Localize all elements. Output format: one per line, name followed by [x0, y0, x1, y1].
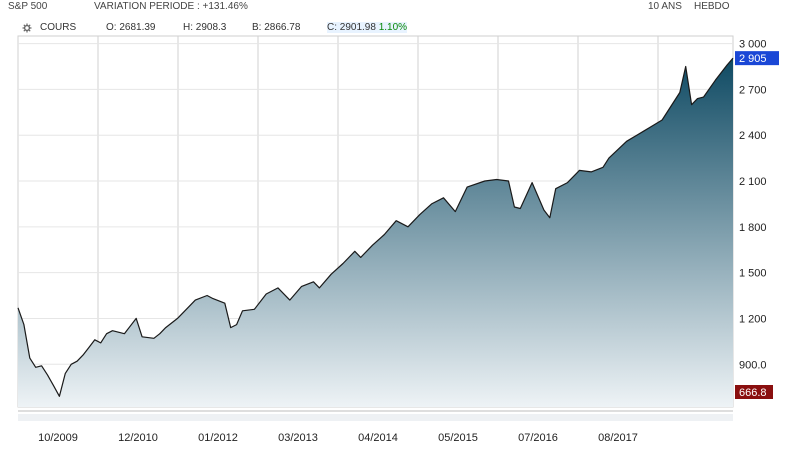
legend-close-value: C: 2901.98 — [327, 22, 376, 33]
last-price-badge — [735, 51, 779, 66]
y-tick-label: 2 100 — [739, 176, 767, 188]
price-line — [17, 57, 734, 397]
legend-open: O: 2681.39 — [106, 22, 156, 33]
x-tick-label: 03/2013 — [278, 432, 318, 444]
low-price-label: 666.8 — [739, 387, 767, 399]
legend-series-label: COURS — [40, 22, 77, 33]
variation-label: VARIATION PERIODE : +131.46% — [94, 1, 248, 12]
timeline-scroller — [18, 414, 733, 421]
legend-close: C: 2901.98 1.10% — [327, 22, 408, 33]
x-tick-label: 10/2009 — [38, 432, 78, 444]
legend-low: B: 2866.78 — [252, 22, 301, 33]
x-tick-label: 01/2012 — [198, 432, 238, 444]
gear-icon[interactable] — [22, 23, 32, 33]
header-bar: S&P 500 VARIATION PERIODE : +131.46% 10 … — [0, 0, 800, 14]
price-area — [18, 58, 733, 407]
legend-high: H: 2908.3 — [183, 22, 227, 33]
y-tick-label: 2 700 — [739, 84, 767, 96]
y-tick-label: 1 800 — [739, 222, 767, 234]
y-tick-label: 1 500 — [739, 268, 767, 280]
x-tick-label: 12/2010 — [118, 432, 158, 444]
low-price-badge — [735, 385, 773, 399]
y-tick-label: 1 200 — [739, 313, 767, 325]
symbol-label: S&P 500 — [8, 1, 48, 12]
x-tick-label: 08/2017 — [598, 432, 638, 444]
y-tick-label: 3 000 — [739, 39, 767, 51]
interval-selector[interactable]: HEBDO — [694, 1, 730, 12]
y-tick-label: 900.0 — [739, 359, 767, 371]
x-tick-label: 05/2015 — [438, 432, 478, 444]
x-tick-label: 07/2016 — [518, 432, 558, 444]
range-selector[interactable]: 10 ANS — [648, 1, 682, 12]
last-price-label: 2 905 — [739, 53, 767, 65]
legend-row: COURS O: 2681.39 H: 2908.3 B: 2866.78 C:… — [0, 22, 740, 36]
legend-change: 1.10% — [378, 22, 408, 33]
y-tick-label: 2 400 — [739, 130, 767, 142]
x-tick-label: 04/2014 — [358, 432, 398, 444]
